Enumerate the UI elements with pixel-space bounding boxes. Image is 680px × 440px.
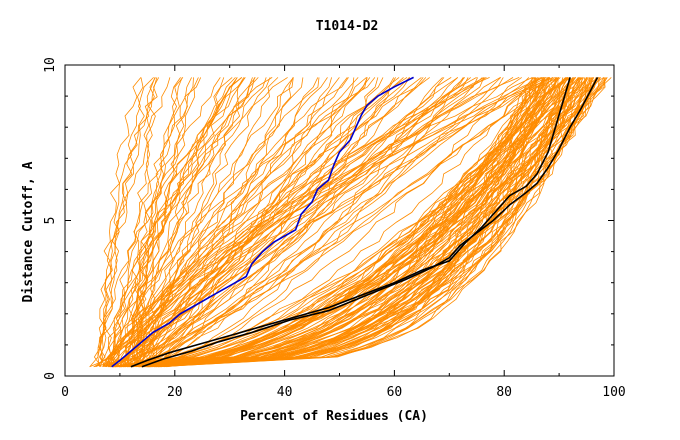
highlight-series-2 (130, 77, 571, 368)
model-curve (100, 77, 171, 367)
model-curve (115, 77, 570, 368)
model-curve (111, 77, 288, 367)
model-curve (114, 77, 592, 368)
model-curve (89, 77, 259, 367)
model-curve (135, 77, 384, 367)
chart-title: T1014-D2 (316, 19, 379, 34)
x-tick-label: 60 (387, 385, 403, 400)
x-tick-label: 20 (167, 385, 183, 400)
model-curve (104, 77, 160, 367)
model-curve (138, 77, 550, 368)
model-curve (118, 77, 587, 368)
model-curve (138, 77, 192, 367)
model-curve (139, 77, 294, 368)
model-curve (102, 77, 487, 367)
model-curve (124, 77, 368, 368)
axes: 0 20 40 60 80 100 0 5 10 (43, 57, 626, 400)
y-tick-label: 10 (43, 57, 58, 73)
model-curve (89, 77, 478, 368)
model-curve (138, 77, 502, 368)
model-curve (157, 77, 464, 367)
model-curve (139, 77, 466, 368)
x-axis-label: Percent of Residues (CA) (240, 409, 428, 424)
model-curve (119, 77, 267, 367)
model-curve (128, 77, 158, 367)
model-curve (133, 77, 273, 367)
model-curve (149, 77, 485, 368)
model-curve (112, 77, 576, 368)
model-curve (99, 77, 142, 367)
model-curve (113, 77, 604, 368)
model-curve (110, 77, 605, 368)
model-curve (146, 77, 554, 368)
model-curve (154, 77, 319, 367)
model-curve (127, 77, 253, 367)
model-curve (140, 77, 522, 368)
model-curve (105, 77, 294, 368)
model-curve (137, 77, 328, 367)
highlight-curves (111, 76, 599, 368)
y-axis-label: Distance Cutoff, A (21, 161, 36, 302)
model-curve (133, 77, 183, 367)
model-curve (132, 77, 504, 368)
model-curve (107, 77, 458, 368)
model-curve (115, 77, 349, 368)
model-curve (119, 77, 520, 367)
model-curve (146, 77, 536, 368)
model-curve (141, 77, 530, 368)
model-curve (120, 77, 568, 368)
model-curve (110, 77, 279, 368)
model-curve (127, 77, 559, 368)
model-curve (142, 77, 584, 368)
model-curve (104, 77, 359, 367)
y-tick-label: 0 (43, 372, 58, 380)
model-curve (132, 77, 245, 367)
model-curve (99, 77, 376, 367)
model-curve (124, 77, 194, 367)
model-curve (125, 77, 551, 368)
model-curve (149, 77, 600, 368)
model-curve (93, 77, 411, 368)
model-curve (140, 77, 545, 368)
x-tick-label: 0 (61, 385, 69, 400)
model-curve (135, 77, 238, 367)
model-curve (131, 77, 569, 368)
x-tick-label: 40 (277, 385, 293, 400)
model-curve (93, 77, 154, 367)
model-curve (120, 77, 580, 368)
x-tick-label: 100 (602, 385, 625, 400)
model-curve (158, 77, 574, 368)
model-curve (129, 77, 256, 367)
model-curve (95, 77, 368, 368)
model-curve (109, 77, 597, 368)
model-curve (139, 77, 477, 367)
model-curve (148, 77, 459, 367)
model-curve (136, 77, 452, 367)
model-curve (108, 77, 304, 367)
highlight-series-1 (111, 76, 414, 368)
y-tick-label: 5 (43, 217, 58, 225)
model-curve (136, 77, 571, 368)
x-tick-label: 80 (496, 385, 512, 400)
model-curve (113, 77, 371, 368)
model-curve (160, 77, 548, 368)
model-curve (113, 77, 539, 368)
model-curve (134, 77, 225, 367)
highlight-series-3 (141, 77, 599, 368)
model-curve (142, 77, 537, 368)
model-curve (133, 77, 181, 367)
model-curve (102, 77, 355, 368)
model-curve (141, 77, 602, 368)
model-curve (120, 77, 340, 367)
model-curve (96, 77, 246, 367)
model-curve (145, 77, 605, 368)
